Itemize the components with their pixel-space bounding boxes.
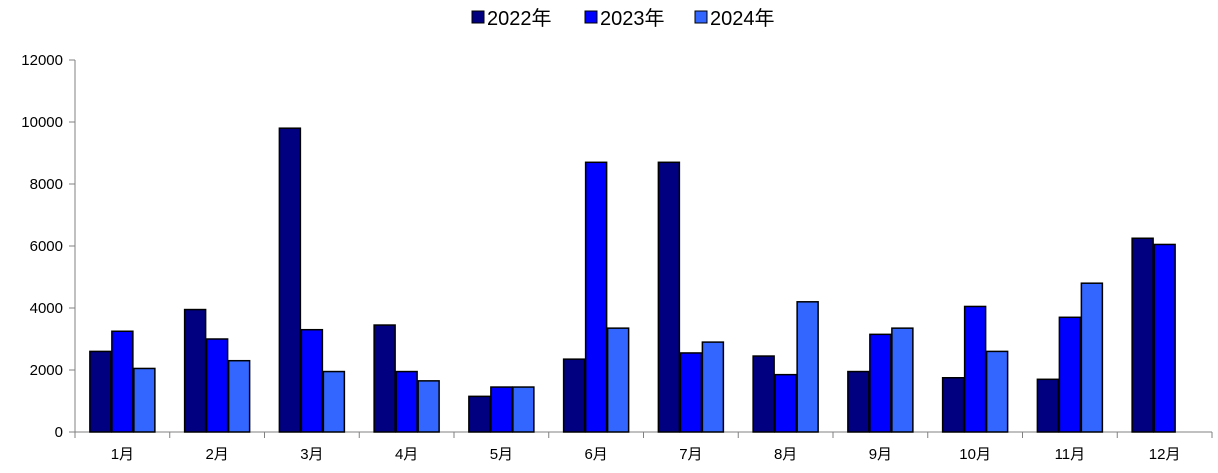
legend-swatch bbox=[584, 10, 598, 24]
bar-2022年-8月 bbox=[752, 355, 775, 433]
bar-2023年-3月 bbox=[300, 328, 324, 433]
bar-2024年-8月 bbox=[796, 301, 819, 433]
x-tick-label: 3月 bbox=[300, 446, 323, 463]
y-tick-label: 12000 bbox=[21, 52, 63, 69]
bar-2022年-1月 bbox=[89, 350, 112, 433]
bar-2024年-3月 bbox=[322, 370, 346, 433]
legend-swatch bbox=[694, 10, 708, 24]
x-tick-label: 11月 bbox=[1055, 446, 1086, 463]
bar-2024年-11月 bbox=[1080, 282, 1104, 433]
bar-2024年-10月 bbox=[985, 350, 1009, 433]
legend-label: 2023年 bbox=[600, 7, 665, 30]
x-tick-label: 12月 bbox=[1149, 446, 1181, 463]
x-tick-label: 2月 bbox=[205, 446, 228, 463]
bar-2022年-9月 bbox=[847, 370, 870, 433]
x-tick-label: 9月 bbox=[869, 446, 892, 463]
bar-2024年-9月 bbox=[891, 327, 914, 433]
bar-2023年-1月 bbox=[111, 330, 134, 433]
bar-2022年-10月 bbox=[941, 377, 965, 433]
bar-2024年-6月 bbox=[606, 327, 630, 433]
bar-2022年-4月 bbox=[373, 324, 396, 433]
bar-2023年-5月 bbox=[490, 386, 513, 433]
y-tick-label: 0 bbox=[55, 424, 63, 441]
bar-2022年-11月 bbox=[1036, 378, 1060, 433]
bar-2022年-6月 bbox=[562, 358, 586, 433]
x-tick-label: 4月 bbox=[395, 446, 418, 463]
bar-2022年-2月 bbox=[183, 308, 207, 433]
legend-label: 2024年 bbox=[710, 7, 775, 30]
y-axis: 0 2000 4000 6000 8000 10000 12000 bbox=[21, 52, 76, 441]
bar-2023年-8月 bbox=[774, 373, 797, 433]
bars bbox=[89, 127, 1176, 433]
bar-2023年-6月 bbox=[584, 161, 608, 433]
legend-label: 2022年 bbox=[487, 7, 552, 30]
y-tick-label: 4000 bbox=[30, 300, 63, 317]
y-tick-label: 2000 bbox=[30, 362, 63, 379]
x-axis: 1月 2月 3月 4月 5月 6月 7月 8月 9月 10月 11月 12月 bbox=[74, 431, 1213, 463]
bar-2023年-4月 bbox=[395, 370, 418, 433]
x-tick-label: 6月 bbox=[584, 446, 607, 463]
bar-2022年-3月 bbox=[278, 127, 302, 433]
x-tick-label: 1月 bbox=[111, 446, 134, 463]
bar-2024年-2月 bbox=[227, 359, 251, 433]
bar-2022年-12月 bbox=[1131, 237, 1154, 433]
bar-2023年-7月 bbox=[679, 352, 703, 433]
bar-2022年-5月 bbox=[468, 395, 491, 433]
legend-swatch bbox=[471, 10, 485, 24]
y-tick-label: 10000 bbox=[21, 114, 63, 131]
y-tick-label: 8000 bbox=[30, 176, 63, 193]
bar-2023年-9月 bbox=[869, 333, 892, 433]
bar-2023年-10月 bbox=[963, 305, 987, 433]
bar-2024年-4月 bbox=[417, 380, 440, 433]
bar-2022年-7月 bbox=[657, 161, 681, 433]
bar-2023年-12月 bbox=[1153, 243, 1176, 433]
bar-2024年-7月 bbox=[701, 341, 725, 433]
x-tick-label: 5月 bbox=[490, 446, 513, 463]
bar-2023年-11月 bbox=[1058, 316, 1082, 433]
bar-2024年-5月 bbox=[512, 386, 535, 433]
x-tick-label: 8月 bbox=[774, 446, 797, 463]
bar-2023年-2月 bbox=[205, 338, 229, 433]
y-tick-label: 6000 bbox=[30, 238, 63, 255]
x-tick-label: 7月 bbox=[679, 446, 702, 463]
bar-2024年-1月 bbox=[133, 367, 156, 433]
x-tick-label: 10月 bbox=[959, 446, 991, 463]
legend: 2022年 2023年 2024年 bbox=[471, 7, 775, 30]
